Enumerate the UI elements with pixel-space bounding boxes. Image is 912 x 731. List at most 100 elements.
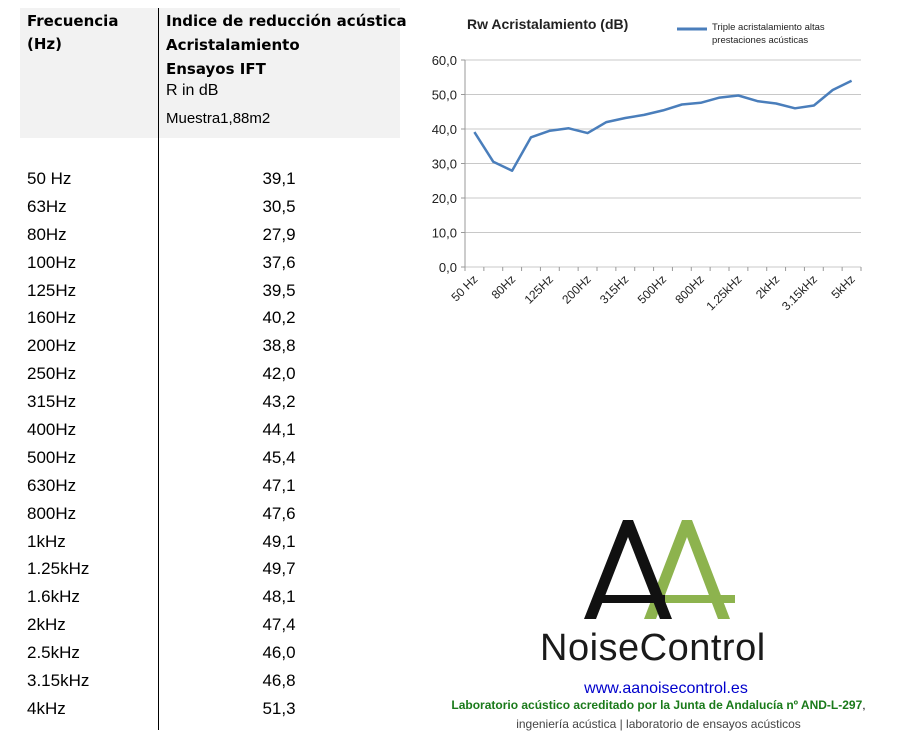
row-frequency: 160Hz (27, 308, 76, 328)
col2-header-line1: Indice de reducción acústica (166, 10, 407, 32)
row-value: 49,1 (159, 532, 399, 552)
table-row: 630Hz 47,1 (20, 473, 400, 501)
row-value: 48,1 (159, 587, 399, 607)
table-row: 2.5kHz 46,0 (20, 640, 400, 668)
table-row: 2kHz 47,4 (20, 612, 400, 640)
x-tick-label: 50 Hz (448, 272, 480, 304)
row-frequency: 50 Hz (27, 169, 71, 189)
row-value: 51,3 (159, 699, 399, 719)
row-frequency: 2kHz (27, 615, 66, 635)
table-row: 80Hz 27,9 (20, 222, 400, 250)
row-frequency: 2.5kHz (27, 643, 80, 663)
frequency-table: Frecuencia (Hz) Indice de reducción acús… (20, 8, 400, 730)
services-line: ingeniería acústica | laboratorio de ens… (405, 717, 912, 731)
accreditation-line: Laboratorio acústico acreditado por la J… (405, 698, 912, 712)
x-tick-label: 125Hz (522, 272, 556, 306)
table-row: 4kHz 51,3 (20, 696, 400, 724)
y-tick-label: 20,0 (432, 191, 457, 206)
table-row: 1kHz 49,1 (20, 529, 400, 557)
chart-title: Rw Acristalamiento (dB) (467, 16, 628, 32)
table-row: 1.6kHz 48,1 (20, 584, 400, 612)
row-value: 27,9 (159, 225, 399, 245)
x-tick-label: 2kHz (753, 272, 782, 301)
row-frequency: 400Hz (27, 420, 76, 440)
logo-dark-a-bar (600, 595, 665, 603)
logo-dark-a (584, 520, 672, 619)
table-row: 160Hz 40,2 (20, 305, 400, 333)
y-tick-label: 60,0 (432, 53, 457, 68)
row-frequency: 800Hz (27, 504, 76, 524)
row-frequency: 200Hz (27, 336, 76, 356)
col2-header-line3: Ensayos IFT (166, 58, 266, 80)
table-row: 1.25kHz 49,7 (20, 556, 400, 584)
table-row: 125Hz 39,5 (20, 278, 400, 306)
aa-logo-mark (530, 515, 790, 625)
chart-gridlines (465, 60, 861, 267)
row-frequency: 250Hz (27, 364, 76, 384)
row-value: 46,8 (159, 671, 399, 691)
row-frequency: 1.25kHz (27, 559, 89, 579)
row-frequency: 500Hz (27, 448, 76, 468)
y-axis-ticks: 0,010,020,030,040,050,060,0 (432, 53, 465, 275)
table-row: 400Hz 44,1 (20, 417, 400, 445)
row-frequency: 125Hz (27, 281, 76, 301)
x-tick-label: 315Hz (597, 272, 631, 306)
chart-legend: Triple acristalamiento altas prestacione… (677, 22, 825, 46)
table-body: 50 Hz 39,1 63Hz 30,5 80Hz 27,9 100Hz 37,6 125Hz 3… (20, 166, 400, 724)
row-frequency: 63Hz (27, 197, 67, 217)
legend-label-line2: prestaciones acústicas (712, 35, 808, 46)
row-frequency: 630Hz (27, 476, 76, 496)
row-value: 30,5 (159, 197, 399, 217)
row-frequency: 4kHz (27, 699, 66, 719)
y-tick-label: 10,0 (432, 226, 457, 241)
row-frequency: 100Hz (27, 253, 76, 273)
col1-header-line1: Frecuencia (27, 10, 118, 32)
rw-line-chart: Rw Acristalamiento (dB) Triple acristala… (405, 8, 905, 338)
x-tick-label: 1.25kHz (704, 272, 745, 313)
table-row: 3.15kHz 46,8 (20, 668, 400, 696)
row-value: 42,0 (159, 364, 399, 384)
legend-label-line1: Triple acristalamiento altas (712, 22, 825, 33)
row-frequency: 3.15kHz (27, 671, 89, 691)
noisecontrol-logo: NoiseControl (530, 515, 790, 675)
row-value: 49,7 (159, 559, 399, 579)
row-value: 47,4 (159, 615, 399, 635)
row-value: 37,6 (159, 253, 399, 273)
x-tick-label: 80Hz (489, 272, 519, 302)
col2-header-sample: Muestra1,88m2 (166, 108, 270, 130)
y-tick-label: 50,0 (432, 88, 457, 103)
accreditation-text: Laboratorio acústico acreditado por la J… (451, 698, 862, 712)
y-tick-label: 40,0 (432, 122, 457, 137)
row-value: 46,0 (159, 643, 399, 663)
x-tick-label: 5kHz (828, 272, 857, 301)
row-value: 47,6 (159, 504, 399, 524)
row-value: 47,1 (159, 476, 399, 496)
row-value: 45,4 (159, 448, 399, 468)
row-value: 40,2 (159, 308, 399, 328)
row-value: 39,1 (159, 169, 399, 189)
x-tick-label: 500Hz (635, 272, 669, 306)
row-value: 44,1 (159, 420, 399, 440)
table-row: 250Hz 42,0 (20, 361, 400, 389)
table-row: 63Hz 30,5 (20, 194, 400, 222)
logo-wordmark: NoiseControl (540, 627, 766, 670)
table-row: 800Hz 47,6 (20, 501, 400, 529)
row-value: 39,5 (159, 281, 399, 301)
table-row: 100Hz 37,6 (20, 250, 400, 278)
row-frequency: 315Hz (27, 392, 76, 412)
col2-header-line2: Acristalamiento (166, 34, 300, 56)
website-link[interactable]: www.aanoisecontrol.es (420, 680, 912, 698)
table-row: 50 Hz 39,1 (20, 166, 400, 194)
accreditation-suffix: , (862, 698, 865, 712)
col1-header-line2: (Hz) (27, 33, 62, 55)
row-frequency: 1kHz (27, 532, 66, 552)
row-frequency: 80Hz (27, 225, 67, 245)
table-row: 500Hz 45,4 (20, 445, 400, 473)
row-frequency: 1.6kHz (27, 587, 80, 607)
x-tick-label: 200Hz (559, 272, 593, 306)
x-tick-label: 800Hz (672, 272, 706, 306)
col2-header-unit: R in dB (166, 80, 218, 102)
